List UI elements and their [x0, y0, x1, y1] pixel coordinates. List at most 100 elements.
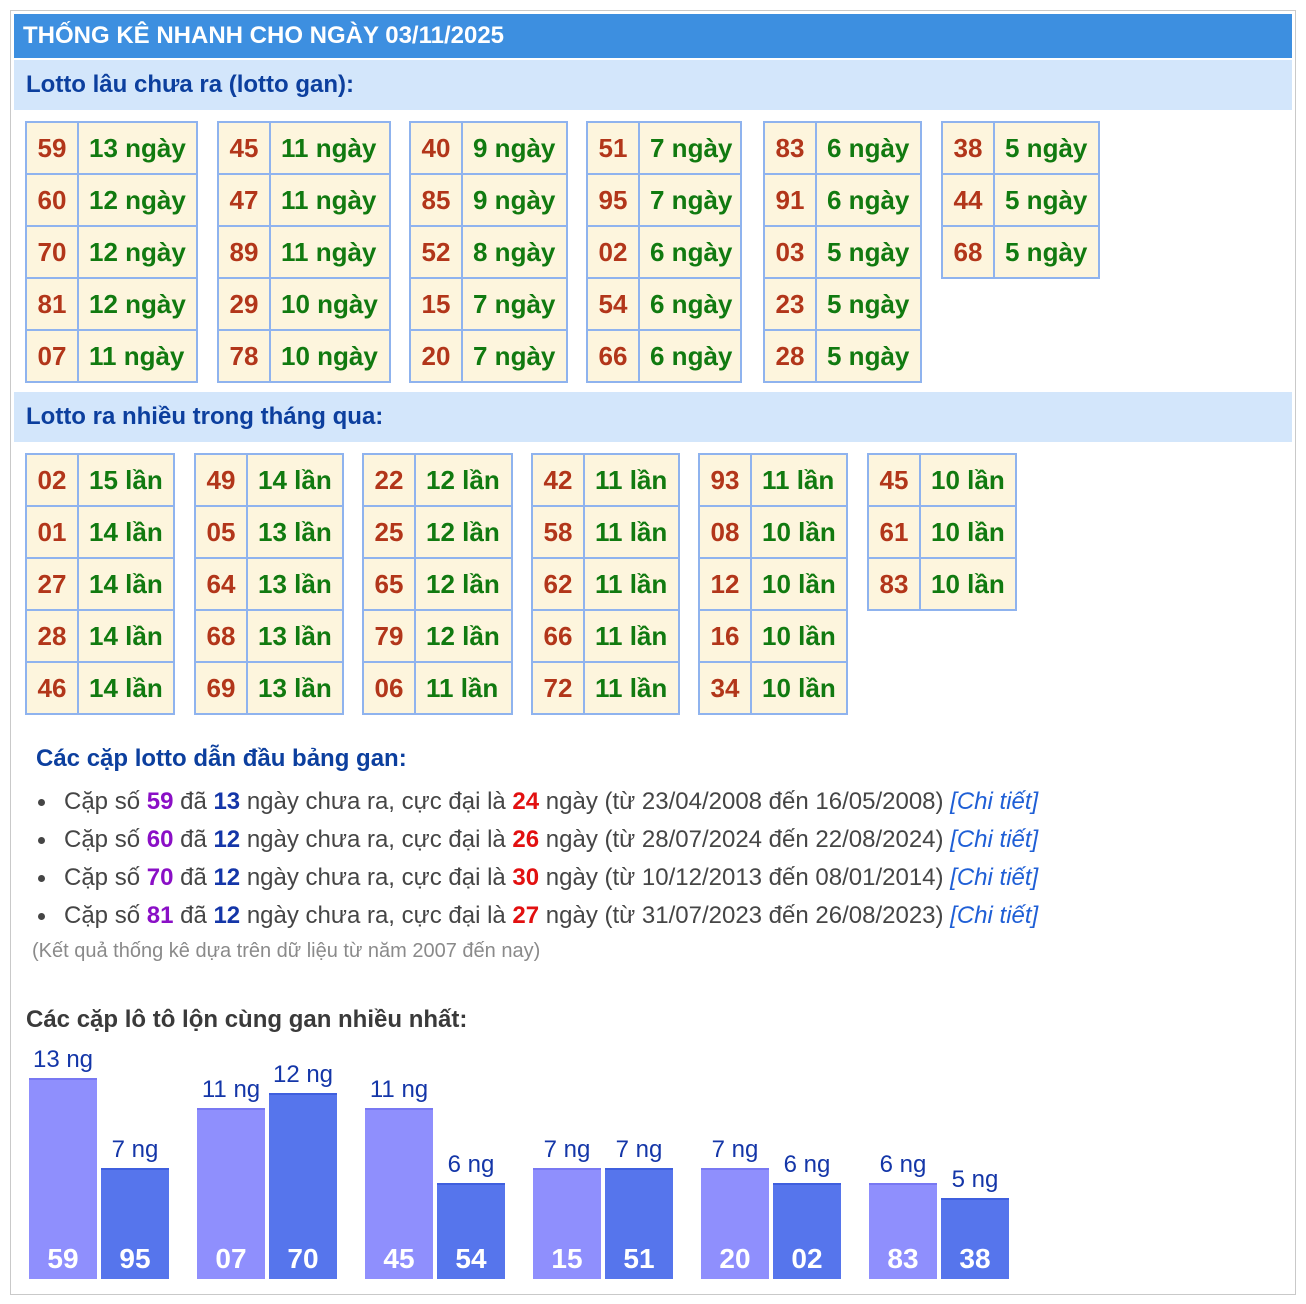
gan-count: 5 ngày	[993, 121, 1100, 175]
bar-days-label: 11 ng	[369, 1076, 429, 1103]
freq-number: 72	[531, 661, 585, 715]
pair-text: Cặp số	[64, 864, 147, 891]
bar-number-label: 59	[47, 1243, 79, 1274]
bar-number-label: 45	[383, 1243, 415, 1274]
pair-text: ngày chưa ra, cực đại là	[240, 826, 513, 853]
detail-link[interactable]: [Chi tiết]	[950, 902, 1039, 929]
gan-number: 07	[25, 329, 79, 383]
gan-row: 03 5 ngày	[763, 225, 922, 279]
data-note: (Kết quả thống kê dựa trên dữ liệu từ nă…	[32, 940, 541, 962]
bar-days-label: 12 ng	[272, 1061, 334, 1088]
freq-row: 68 13 lần	[194, 609, 344, 663]
gan-table: 38 5 ngày 44 5 ngày 68 5 ngày	[941, 121, 1100, 279]
gan-number: 54	[586, 277, 640, 331]
gan-number: 29	[217, 277, 271, 331]
freq-number: 66	[531, 609, 585, 663]
gan-count: 11 ngày	[269, 173, 391, 227]
gan-number: 52	[409, 225, 463, 279]
gan-count: 12 ngày	[77, 173, 198, 227]
gan-count: 7 ngày	[461, 329, 568, 383]
gan-row: 02 6 ngày	[586, 225, 742, 279]
detail-link[interactable]: [Chi tiết]	[950, 788, 1039, 815]
freq-row: 42 11 lần	[531, 453, 680, 507]
gan-count: 5 ngày	[993, 225, 1100, 279]
freq-count: 11 lần	[583, 557, 680, 611]
freq-count: 14 lần	[77, 661, 175, 715]
freq-row: 61 10 lần	[867, 505, 1017, 559]
pair-text: ngày chưa ra, cực đại là	[240, 788, 513, 815]
bar-days-label: 13 ng	[32, 1046, 94, 1073]
chart-bar: 51	[605, 1168, 673, 1279]
freq-row: 65 12 lần	[362, 557, 513, 611]
freq-row: 62 11 lần	[531, 557, 680, 611]
freq-number: 61	[867, 505, 921, 559]
chart-bar: 95	[101, 1168, 169, 1279]
gan-number: 47	[217, 173, 271, 227]
gan-row: 23 5 ngày	[763, 277, 922, 331]
freq-row: 49 14 lần	[194, 453, 344, 507]
freq-count: 14 lần	[77, 505, 175, 559]
pair-item: Cặp số 81 đã 12 ngày chưa ra, cực đại là…	[36, 899, 1038, 937]
pair-date-range: ngày (từ 23/04/2008 đến 16/05/2008)	[539, 788, 951, 815]
pair-days: 12	[213, 902, 241, 929]
freq-number: 28	[25, 609, 79, 663]
freq-number: 49	[194, 453, 248, 507]
gan-row: 54 6 ngày	[586, 277, 742, 331]
freq-number: 64	[194, 557, 248, 611]
freq-row: 01 14 lần	[25, 505, 175, 559]
detail-link[interactable]: [Chi tiết]	[950, 826, 1039, 853]
chart-bar: 02	[773, 1183, 841, 1279]
bar-number-label: 83	[887, 1243, 919, 1274]
gan-row: 60 12 ngày	[25, 173, 198, 227]
gan-count: 10 ngày	[269, 329, 391, 383]
freq-row: 05 13 lần	[194, 505, 344, 559]
freq-number: 22	[362, 453, 416, 507]
freq-row: 58 11 lần	[531, 505, 680, 559]
freq-number: 08	[698, 505, 752, 559]
freq-number: 62	[531, 557, 585, 611]
gan-count: 6 ngày	[638, 225, 742, 279]
gan-count: 6 ngày	[638, 277, 742, 331]
gan-number: 59	[25, 121, 79, 175]
bar-number-label: 95	[119, 1243, 151, 1274]
gan-table: 51 7 ngày 95 7 ngày 02 6 ngày 54 6 ngày 66 6 ngày	[586, 121, 742, 383]
gan-row: 81 12 ngày	[25, 277, 198, 331]
gan-count: 9 ngày	[461, 173, 568, 227]
gan-count: 5 ngày	[815, 225, 922, 279]
chart-bar: 70	[269, 1093, 337, 1279]
gan-count: 10 ngày	[269, 277, 391, 331]
bar-number-label: 70	[287, 1243, 319, 1274]
gan-number: 83	[763, 121, 817, 175]
bar-days-label: 7 ng	[711, 1136, 759, 1163]
freq-table: 22 12 lần 25 12 lần 65 12 lần 79 12 lần 06 11 lần	[362, 453, 513, 715]
gan-count: 11 ngày	[77, 329, 198, 383]
freq-row: 79 12 lần	[362, 609, 513, 663]
freq-number: 93	[698, 453, 752, 507]
gan-row: 85 9 ngày	[409, 173, 568, 227]
freq-number: 79	[362, 609, 416, 663]
freq-row: 64 13 lần	[194, 557, 344, 611]
gan-number: 70	[25, 225, 79, 279]
detail-link[interactable]: [Chi tiết]	[950, 864, 1039, 891]
pair-days: 13	[213, 788, 241, 815]
freq-count: 10 lần	[919, 557, 1017, 611]
bar-days-label: 11 ng	[201, 1076, 261, 1103]
freq-count: 12 lần	[414, 505, 513, 559]
pairs-section-title: Các cặp lotto dẫn đầu bảng gan:	[36, 745, 407, 772]
freq-row: 08 10 lần	[698, 505, 848, 559]
gan-number: 44	[941, 173, 995, 227]
freq-table: 42 11 lần 58 11 lần 62 11 lần 66 11 lần 72 11 lần	[531, 453, 680, 715]
gan-number: 02	[586, 225, 640, 279]
bar-days-label: 6 ng	[783, 1151, 831, 1178]
gan-number: 91	[763, 173, 817, 227]
freq-number: 16	[698, 609, 752, 663]
gan-row: 66 6 ngày	[586, 329, 742, 383]
gan-count: 6 ngày	[638, 329, 742, 383]
freq-number: 25	[362, 505, 416, 559]
freq-count: 10 lần	[750, 661, 848, 715]
chart-bar: 15	[533, 1168, 601, 1279]
freq-row: 06 11 lần	[362, 661, 513, 715]
freq-count: 10 lần	[750, 609, 848, 663]
freq-row: 25 12 lần	[362, 505, 513, 559]
pair-text: ngày chưa ra, cực đại là	[240, 902, 513, 929]
